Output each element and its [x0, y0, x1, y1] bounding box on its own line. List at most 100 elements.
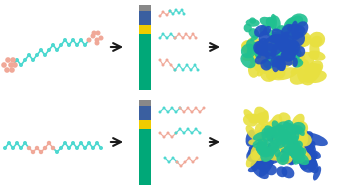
Ellipse shape	[262, 144, 269, 152]
Ellipse shape	[260, 147, 275, 162]
Ellipse shape	[282, 149, 300, 162]
Circle shape	[47, 141, 51, 145]
Bar	[139, 100, 151, 106]
Circle shape	[184, 160, 187, 163]
Ellipse shape	[294, 140, 303, 149]
Ellipse shape	[284, 32, 298, 40]
Circle shape	[182, 111, 186, 114]
Ellipse shape	[294, 132, 312, 147]
Circle shape	[35, 53, 39, 57]
Ellipse shape	[263, 58, 274, 69]
Ellipse shape	[276, 25, 287, 36]
Ellipse shape	[295, 156, 302, 164]
Ellipse shape	[262, 146, 271, 158]
Circle shape	[177, 12, 180, 15]
Circle shape	[175, 132, 177, 135]
Circle shape	[39, 48, 43, 52]
Ellipse shape	[286, 47, 298, 55]
Ellipse shape	[240, 53, 256, 68]
Circle shape	[43, 146, 47, 150]
Ellipse shape	[286, 134, 295, 146]
Circle shape	[194, 128, 198, 130]
Ellipse shape	[246, 39, 256, 51]
Ellipse shape	[278, 128, 293, 145]
Ellipse shape	[243, 114, 258, 127]
Bar	[139, 129, 151, 185]
Ellipse shape	[257, 146, 269, 156]
Ellipse shape	[293, 60, 303, 67]
Ellipse shape	[241, 40, 260, 57]
Ellipse shape	[276, 30, 294, 56]
Ellipse shape	[271, 136, 286, 149]
Circle shape	[185, 33, 188, 36]
Ellipse shape	[303, 141, 316, 154]
Ellipse shape	[260, 25, 269, 36]
Ellipse shape	[290, 43, 298, 52]
Circle shape	[47, 48, 51, 52]
Ellipse shape	[242, 48, 267, 61]
Ellipse shape	[292, 151, 300, 159]
Ellipse shape	[248, 166, 258, 172]
Circle shape	[7, 141, 11, 145]
Ellipse shape	[256, 154, 274, 170]
Circle shape	[190, 132, 193, 135]
Ellipse shape	[266, 165, 277, 175]
Circle shape	[180, 9, 184, 12]
Ellipse shape	[267, 128, 274, 136]
Ellipse shape	[310, 36, 322, 47]
Ellipse shape	[261, 43, 271, 55]
Ellipse shape	[272, 53, 284, 59]
Circle shape	[187, 106, 189, 109]
Ellipse shape	[267, 127, 286, 140]
Ellipse shape	[267, 122, 273, 133]
Circle shape	[167, 160, 170, 163]
Ellipse shape	[249, 17, 256, 24]
Ellipse shape	[283, 26, 297, 41]
Ellipse shape	[292, 52, 303, 67]
Circle shape	[158, 59, 162, 61]
Ellipse shape	[288, 147, 305, 162]
Ellipse shape	[302, 132, 328, 146]
Circle shape	[71, 38, 75, 42]
Circle shape	[191, 160, 194, 163]
Ellipse shape	[306, 70, 327, 83]
Ellipse shape	[284, 34, 296, 50]
Ellipse shape	[271, 138, 287, 158]
Circle shape	[172, 156, 175, 160]
Ellipse shape	[251, 48, 268, 61]
Ellipse shape	[299, 135, 309, 150]
Circle shape	[51, 43, 55, 47]
Ellipse shape	[274, 149, 281, 157]
Circle shape	[177, 64, 180, 67]
Ellipse shape	[277, 151, 289, 162]
Ellipse shape	[296, 148, 301, 154]
Ellipse shape	[299, 154, 309, 170]
Ellipse shape	[246, 150, 259, 167]
Ellipse shape	[260, 59, 271, 71]
Ellipse shape	[276, 124, 286, 134]
Ellipse shape	[249, 145, 257, 150]
Circle shape	[166, 132, 169, 135]
Ellipse shape	[254, 25, 267, 37]
Ellipse shape	[249, 28, 259, 38]
Ellipse shape	[266, 68, 278, 81]
Ellipse shape	[263, 123, 273, 134]
Ellipse shape	[280, 43, 292, 53]
Ellipse shape	[274, 50, 286, 66]
Ellipse shape	[297, 67, 315, 85]
Ellipse shape	[257, 39, 273, 56]
Ellipse shape	[258, 58, 268, 69]
Ellipse shape	[269, 34, 282, 43]
Circle shape	[168, 9, 172, 12]
Ellipse shape	[287, 41, 298, 48]
Ellipse shape	[268, 56, 279, 66]
Ellipse shape	[291, 145, 311, 160]
Ellipse shape	[297, 148, 306, 157]
Ellipse shape	[266, 50, 275, 63]
Ellipse shape	[307, 60, 323, 76]
Circle shape	[199, 132, 201, 135]
Ellipse shape	[294, 146, 307, 163]
Circle shape	[178, 128, 181, 130]
Circle shape	[163, 136, 166, 139]
Ellipse shape	[254, 107, 269, 124]
